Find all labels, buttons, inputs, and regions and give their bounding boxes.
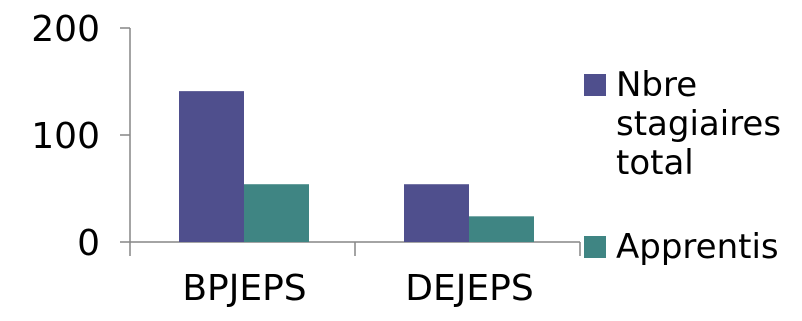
- legend-label: stagiaires: [616, 104, 781, 144]
- y-tick-label: 100: [31, 116, 100, 157]
- x-category-label: BPJEPS: [182, 268, 306, 309]
- category-labels: BPJEPS DEJEPS: [182, 268, 533, 309]
- bar-total-bpjeps: [179, 91, 244, 242]
- y-tick-label: 0: [77, 223, 100, 264]
- legend-label: Apprentis: [616, 227, 779, 267]
- bar-apprentis-bpjeps: [244, 184, 309, 242]
- bar-apprentis-dejeps: [469, 216, 534, 242]
- bar-total-dejeps: [404, 184, 469, 242]
- x-category-label: DEJEPS: [405, 268, 533, 309]
- legend-label: Nbre: [616, 65, 697, 105]
- legend-swatch-total: [584, 74, 606, 96]
- legend-label: total: [616, 143, 694, 183]
- y-tick-labels: 200 100 0: [31, 9, 100, 264]
- y-tick-label: 200: [31, 9, 100, 50]
- legend-swatch-apprentis: [584, 236, 606, 258]
- bars: [179, 91, 534, 242]
